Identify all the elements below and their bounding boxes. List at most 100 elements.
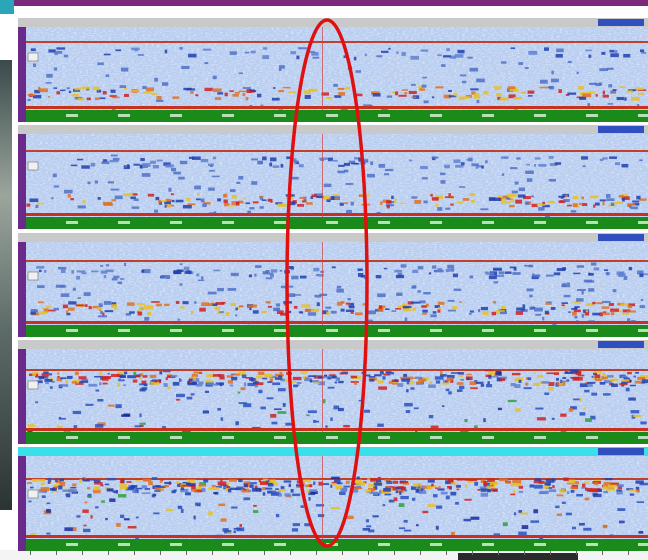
echo-speck [536,375,544,378]
echo-speck [59,482,66,487]
echo-speck [640,273,648,276]
echo-speck [327,386,335,389]
echo-speck [614,202,623,205]
echo-speck [401,89,409,91]
echo-speck [360,274,366,278]
axis-tick [290,551,291,555]
echo-speck [354,487,363,490]
echo-speck [513,97,523,100]
echo-speck [516,157,521,160]
echo-speck [357,272,364,277]
echo-speck [470,88,479,91]
echo-speck [98,372,103,375]
echo-speck [46,305,51,308]
echo-speck [565,94,570,96]
echo-speck [497,195,502,200]
echo-speck [558,195,565,198]
echo-speck [215,382,224,386]
echo-speck [123,371,128,375]
echo-speck [258,371,265,376]
echo-speck [139,424,144,428]
echo-speck [526,178,533,182]
echo-speck [610,482,620,486]
axis-tick [316,551,317,555]
echo-speck [379,371,384,375]
echo-speck [397,486,404,489]
echo-speck [377,293,386,298]
echo-speck [432,311,437,314]
echo-speck [395,490,399,494]
echo-speck [558,381,563,385]
strip-tick [586,221,598,224]
echo-speck [404,402,413,407]
echo-speck [553,372,560,375]
echo-speck [585,382,589,384]
echo-speck [212,88,222,93]
echo-speck [471,163,479,167]
strip-tick [430,329,442,332]
echo-speck [84,304,88,307]
echo-speck [93,479,101,484]
echo-speck [241,488,250,493]
echo-speck [487,381,490,385]
echo-speck [193,371,202,374]
echo-speck [231,201,239,205]
echo-speck [130,484,138,488]
echo-speck [288,266,294,270]
echo-speck [556,494,564,497]
echo-speck [29,198,39,203]
echo-speck [213,211,217,215]
echo-speck [97,306,102,310]
echo-speck [208,303,214,307]
echo-speck [327,377,331,380]
echo-speck [515,199,523,204]
echo-speck [594,202,600,206]
echo-speck [470,387,478,390]
echo-speck [72,410,82,415]
echo-speck [318,381,325,386]
axis-tick [628,551,629,555]
echo-speck [319,157,329,160]
echo-speck [163,162,171,166]
echo-speck [421,305,427,308]
echo-speck [623,377,630,381]
echo-speck [435,86,444,89]
echo-speck [420,488,424,491]
echo-speck [300,371,308,374]
depth-marker [27,161,39,171]
echo-speck [123,518,130,521]
echo-speck [630,410,640,414]
echo-speck [599,68,608,72]
echo-speck [440,180,446,184]
echo-speck [417,266,424,270]
echo-speck [243,403,252,408]
echo-speck [355,70,362,73]
echo-speck [44,378,53,382]
echo-speck [536,202,546,206]
echo-speck [436,505,443,509]
echo-speck [138,306,144,311]
echo-speck [109,498,116,502]
strip-tick [534,114,546,117]
echo-speck [567,92,577,95]
echo-speck [487,478,495,482]
echo-speck [310,308,319,313]
strip-tick [326,114,338,117]
echo-speck [230,272,239,277]
echo-speck [119,374,126,378]
axis-tick [186,551,187,555]
echo-speck [403,519,408,523]
echo-speck [34,89,41,94]
echo-speck [346,209,353,214]
echo-speck [245,97,249,101]
scroll-thumb[interactable] [458,553,578,560]
echo-speck [468,157,473,162]
echo-speck [309,50,316,53]
echo-speck [54,51,58,56]
echo-speck [575,371,582,376]
echo-speck [637,376,646,380]
echo-speck [423,291,431,295]
echo-speck [412,497,416,501]
echo-speck [406,376,413,380]
echo-speck [308,88,318,92]
